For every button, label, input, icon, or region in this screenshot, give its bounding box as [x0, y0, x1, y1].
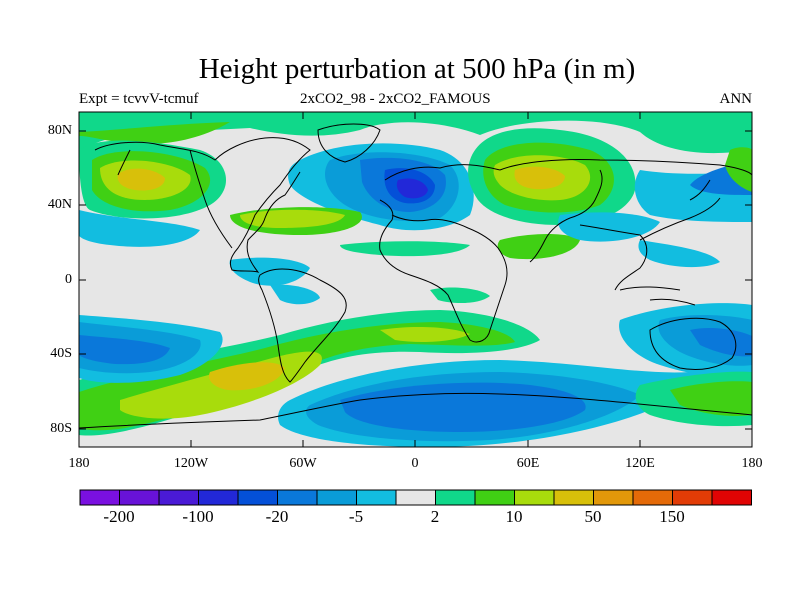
colorbar-box: [356, 489, 397, 506]
coastline-south-america: [258, 268, 347, 383]
x-tick-label: 0: [411, 456, 419, 471]
colorbar-box: [198, 489, 239, 506]
contour-region-positive: [670, 381, 752, 416]
x-tick-label: 120E: [625, 456, 655, 471]
contour-region-positive: [117, 168, 165, 191]
colorbar-box: [277, 489, 318, 506]
x-tick-label: 180: [68, 456, 90, 471]
colorbar-box: [158, 489, 199, 506]
colorbar-box: [632, 489, 673, 506]
x-tick-label: 120W: [173, 456, 209, 471]
plot-title: Height perturbation at 500 hPa (in m): [198, 53, 636, 85]
y-tick-label: 80S: [50, 421, 72, 436]
contour-region-positive: [340, 241, 470, 257]
coastline-europe-africa: [379, 164, 508, 343]
colorbar-label: 10: [505, 507, 523, 526]
contour-region-negative: [79, 210, 200, 247]
coastline-greenland: [317, 123, 381, 163]
colorbar-box: [316, 489, 357, 506]
colorbar-label: 2: [430, 507, 440, 526]
contour-region-positive: [725, 147, 752, 192]
colorbar-box: [474, 489, 515, 506]
coastline-japan: [689, 179, 711, 201]
colorbar-box: [711, 489, 752, 506]
contour-region-positive: [79, 122, 230, 144]
colorbar-label: -200: [103, 507, 135, 526]
colorbar-label: -100: [182, 507, 214, 526]
y-tick-label: 40S: [50, 346, 72, 361]
contour-region-positive: [497, 234, 580, 260]
colorbar-box: [395, 489, 436, 506]
x-tick-label: 180: [741, 456, 763, 471]
colorbar-label: 150: [659, 507, 685, 526]
contour-region-negative: [79, 335, 170, 365]
coastline-indonesia: [619, 286, 696, 306]
contour-region-positive: [208, 362, 285, 391]
colorbar: [79, 489, 752, 506]
contour-region-negative: [690, 327, 752, 357]
contour-fields: [79, 112, 752, 447]
season-label: ANN: [719, 91, 753, 107]
coastline-north-america: [94, 137, 311, 273]
colorbar-box: [553, 489, 594, 506]
coastlines: [79, 123, 752, 429]
colorbar-box: [672, 489, 713, 506]
x-tick-label: 60W: [289, 456, 317, 471]
y-tick-label: 0: [65, 272, 72, 287]
contour-region-negative: [396, 178, 428, 199]
y-tick-label: 40N: [47, 197, 72, 212]
axis-ticks: [79, 112, 752, 447]
contour-region-negative: [229, 257, 310, 286]
contour-region-positive: [514, 166, 565, 190]
colorbar-label: 50: [584, 507, 602, 526]
colorbar-box: [593, 489, 634, 506]
contour-region-negative: [270, 284, 320, 305]
contour-region-positive: [380, 326, 470, 342]
coastline-asia: [499, 158, 752, 291]
coastline-australia: [649, 317, 737, 371]
contour-region-negative: [638, 240, 720, 268]
experiment-label: Expt = tcvvV-tcmuf: [79, 91, 199, 107]
colorbar-box: [119, 489, 160, 506]
x-tick-label: 60E: [516, 456, 540, 471]
colorbar-box: [79, 489, 120, 506]
colorbar-label: -5: [348, 507, 364, 526]
colorbar-label: -20: [265, 507, 289, 526]
y-tick-label: 80N: [47, 123, 72, 138]
colorbar-box: [237, 489, 278, 506]
contour-region-positive: [79, 112, 752, 154]
colorbar-box: [435, 489, 476, 506]
coastline-antarctica: [79, 392, 752, 429]
colorbar-box: [514, 489, 555, 506]
comparison-label: 2xCO2_98 - 2xCO2_FAMOUS: [300, 91, 491, 107]
